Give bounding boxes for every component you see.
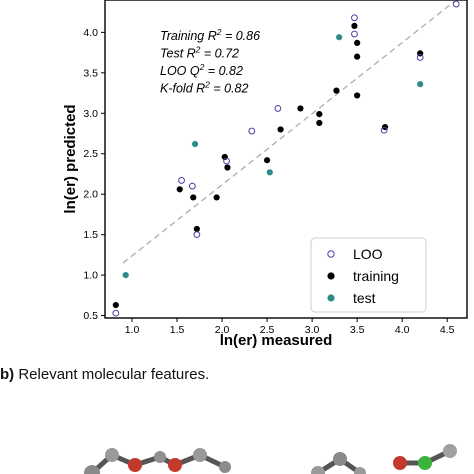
data-point-loo: [188, 182, 196, 190]
data-point-loo: [351, 14, 358, 22]
data-point-test: [122, 272, 129, 279]
legend-marker-loo: [327, 250, 335, 258]
data-point-training: [351, 22, 358, 29]
stat-annotation: K-fold R2 = 0.82: [160, 80, 249, 96]
caption-label: b): [0, 366, 15, 383]
legend-box: [310, 237, 427, 313]
data-point-loo: [380, 126, 388, 134]
data-point-training: [316, 119, 323, 127]
data-point-test: [191, 140, 199, 148]
caption-text: Relevant molecular features.: [14, 366, 210, 383]
x-tick-label: 3.0: [305, 324, 320, 336]
plot-area: 1.0 1.5 2.0 2.5 3.0 3.5 4.0 4.5 0.5 1.0 1.5 2.0 2.5 3…: [62, 0, 468, 349]
y-tick-label: 1.5: [83, 229, 98, 241]
y-tick-label: 3.0: [83, 108, 98, 120]
data-point-test: [336, 34, 343, 41]
data-point-test: [417, 81, 424, 88]
regression-fit-line: [122, 0, 457, 264]
data-point-training: [176, 186, 183, 193]
data-point-training: [263, 157, 271, 164]
y-tick-label: 0.5: [83, 310, 98, 322]
legend-label: training: [353, 268, 399, 284]
molecular-structure-strip: [84, 444, 457, 474]
data-point-training: [277, 126, 284, 133]
data-point-loo: [351, 30, 358, 38]
data-point-loo: [248, 127, 256, 135]
data-point-training: [454, 0, 459, 1]
legend-label: test: [353, 290, 376, 306]
data-point-training: [112, 301, 119, 309]
plot-frame: [104, 0, 468, 319]
x-tick-label: 2.5: [260, 324, 275, 336]
data-point-training: [213, 194, 220, 201]
data-point-loo: [416, 54, 424, 61]
x-tick-label: 2.0: [215, 324, 230, 336]
figure-caption: b) Relevant molecular features.: [0, 366, 209, 383]
data-point-training: [333, 87, 340, 94]
data-point-loo: [178, 177, 185, 184]
legend-marker-training: [327, 272, 335, 280]
data-point-training: [354, 39, 361, 46]
y-tick-label: 4.0: [83, 27, 98, 39]
stat-annotation: Test R2 = 0.72: [160, 45, 239, 61]
x-tick-label: 3.5: [350, 324, 365, 336]
y-tick-label: 1.0: [83, 270, 98, 282]
x-axis-label: ln(er) measured: [220, 332, 333, 349]
data-point-training: [354, 53, 361, 60]
stat-annotation: Training R2 = 0.86: [160, 27, 260, 43]
x-tick-label: 1.5: [170, 324, 185, 336]
data-point-test: [266, 169, 273, 176]
x-tick-label: 4.0: [395, 324, 410, 336]
y-tick-label: 3.5: [83, 67, 98, 79]
stat-annotation: LOO Q2 = 0.82: [160, 62, 243, 78]
legend-marker-test: [327, 294, 335, 302]
data-point-loo: [452, 0, 460, 8]
y-tick-label: 2.0: [83, 189, 98, 201]
data-point-training: [354, 92, 361, 99]
x-tick-label: 1.0: [125, 324, 140, 336]
x-tick-label: 4.5: [440, 324, 455, 336]
data-point-training: [224, 164, 231, 171]
data-point-training: [190, 194, 197, 201]
y-axis-label: ln(er) predicted: [62, 104, 79, 213]
data-point-loo: [223, 157, 230, 165]
data-point-loo: [274, 105, 282, 112]
legend-label: LOO: [353, 246, 383, 262]
y-tick-label: 2.5: [83, 148, 98, 160]
data-point-training: [193, 225, 200, 233]
data-point-training: [316, 110, 323, 118]
data-point-loo: [193, 231, 201, 239]
data-point-loo: [112, 309, 120, 317]
data-point-training: [297, 105, 304, 112]
